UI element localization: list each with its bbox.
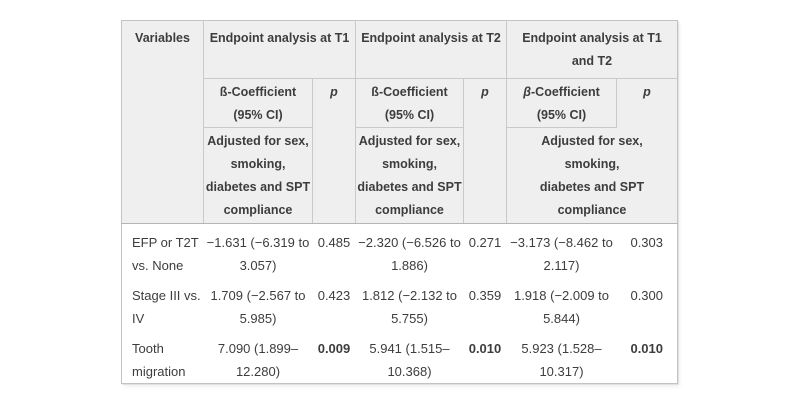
- row-variable: Stage III vs. IV: [132, 288, 201, 326]
- p-value-t1-and-t2: 0.010: [630, 341, 664, 356]
- p-value-t1: 0.423: [317, 288, 351, 303]
- beta-value-t1: −1.631 (−6.319 to 3.057): [206, 235, 310, 273]
- beta-symbol: ß: [371, 85, 379, 99]
- table-row-stage: Stage III vs. IV 1.709 (−2.567 to 5.985)…: [122, 277, 678, 330]
- ci-label: (95% CI): [233, 108, 283, 122]
- beta-rest: -Coefficient: [531, 85, 600, 99]
- beta-label: ß-Coefficient: [356, 81, 463, 104]
- beta-label: β-Coefficient: [507, 81, 616, 104]
- beta-value-t1-and-t2: 1.918 (−2.009 to 5.844): [513, 288, 610, 326]
- regression-table: Variables Endpoint analysis at T1 Endpoi…: [121, 20, 678, 384]
- p-header-t2: p: [463, 78, 507, 224]
- header-row-groups: Variables Endpoint analysis at T1 Endpoi…: [121, 20, 678, 224]
- table-row-efp-t2t: EFP or T2T vs. None −1.631 (−6.319 to 3.…: [122, 224, 678, 278]
- table-row-tooth-migration: Tooth migration 7.090 (1.899– 12.280) 0.…: [122, 330, 678, 384]
- header-row-adjusted: Adjusted for sex, smoking, diabetes and …: [122, 127, 678, 224]
- beta-header-t1: ß-Coefficient (95% CI): [203, 78, 313, 128]
- beta-value-t2: −2.320 (−6.526 to 1.886): [358, 235, 461, 273]
- p-value-t2: 0.010: [468, 341, 502, 356]
- beta-value-t1: 7.090 (1.899– 12.280): [217, 341, 299, 379]
- ci-label: (95% CI): [384, 108, 435, 122]
- beta-header-t1-and-t2: β-Coefficient (95% CI): [506, 78, 617, 128]
- header-row-measures: ß-Coefficient (95% CI) p ß-Coefficient (…: [122, 78, 678, 224]
- beta-value-t1-and-t2: −3.173 (−8.462 to 2.117): [510, 235, 613, 273]
- p-value-t1: 0.485: [317, 235, 351, 250]
- header-variables: Variables: [121, 20, 204, 224]
- group-title-t1: Endpoint analysis at T1: [203, 20, 356, 79]
- beta-label: ß-Coefficient: [204, 81, 312, 104]
- p-header-t1: p: [312, 78, 356, 224]
- adjusted-note-t2: Adjusted for sex, smoking, diabetes and …: [355, 127, 464, 224]
- beta-value-t2: 1.812 (−2.132 to 5.755): [361, 288, 458, 326]
- ci-label: (95% CI): [536, 108, 587, 122]
- beta-header-t2: ß-Coefficient (95% CI): [355, 78, 464, 128]
- beta-value-t1: 1.709 (−2.567 to 5.985): [210, 288, 306, 326]
- adjusted-note-t1: Adjusted for sex, smoking, diabetes and …: [203, 127, 313, 224]
- beta-symbol: ß: [219, 85, 228, 99]
- beta-rest: -Coefficient: [378, 85, 448, 99]
- table-body: EFP or T2T vs. None −1.631 (−6.319 to 3.…: [122, 224, 678, 384]
- row-variable: Tooth migration: [132, 341, 186, 379]
- adjusted-note-t1-and-t2: Adjusted for sex, smoking, diabetes and …: [506, 127, 678, 224]
- group-title-t1-and-t2: Endpoint analysis at T1 and T2: [506, 20, 678, 79]
- p-value-t2: 0.359: [468, 288, 502, 303]
- p-value-t2: 0.271: [468, 235, 502, 250]
- p-value-t1-and-t2: 0.300: [630, 288, 664, 303]
- p-header-t1-and-t2: p: [616, 78, 678, 128]
- p-value-t1-and-t2: 0.303: [630, 235, 664, 250]
- table-header: Variables Endpoint analysis at T1 Endpoi…: [121, 20, 678, 224]
- beta-value-t1-and-t2: 5.923 (1.528– 10.317): [521, 341, 602, 379]
- beta-symbol: β: [523, 85, 531, 99]
- row-variable: EFP or T2T vs. None: [132, 235, 199, 273]
- group-title-t2: Endpoint analysis at T2: [355, 20, 507, 79]
- beta-value-t2: 5.941 (1.515– 10.368): [369, 341, 450, 379]
- p-value-t1: 0.009: [317, 341, 351, 356]
- beta-rest: -Coefficient: [227, 85, 297, 99]
